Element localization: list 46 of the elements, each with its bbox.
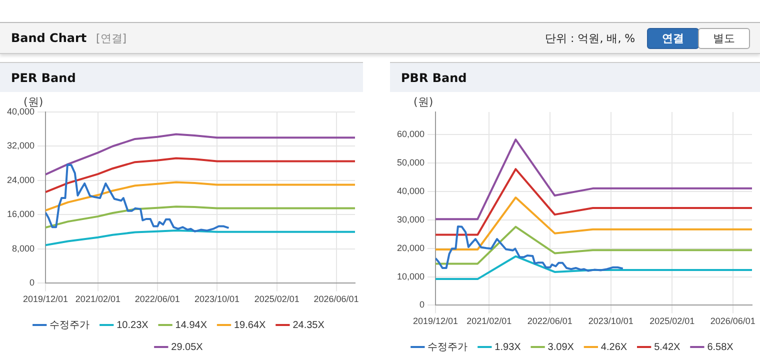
y-tick-label: 40,000: [6, 106, 35, 116]
chart-title: PBR Band: [390, 62, 760, 92]
legend-label: 19.64X: [234, 320, 266, 331]
legend-label: 14.94X: [175, 320, 208, 331]
x-tick-label: 2025/02/01: [254, 294, 300, 304]
x-tick-label: 2019/12/01: [413, 316, 458, 326]
y-tick-label: 16,000: [6, 209, 35, 220]
legend-label: 3.09X: [548, 342, 574, 353]
text: [연결]: [96, 31, 127, 46]
x-tick-label: 2023/10/01: [588, 316, 634, 326]
y-tick-label: 0: [420, 300, 425, 310]
legend-label: 수정주가: [428, 342, 468, 353]
x-tick-label: 2019/12/01: [23, 294, 68, 304]
text: Band Chart: [11, 31, 87, 45]
legend-label: 24.35X: [292, 320, 325, 331]
text: 연결: [647, 28, 699, 49]
x-tick-label: 2023/10/01: [194, 294, 240, 304]
legend-label: 6.58X: [707, 342, 734, 353]
chart-title: PER Band: [0, 62, 363, 92]
y-tick-label: 32,000: [6, 140, 35, 151]
x-tick-label: 2021/02/01: [75, 294, 120, 304]
y-tick-label: 40,000: [396, 186, 425, 196]
y-tick-label: 0: [30, 278, 35, 288]
legend-label: 1.93X: [494, 342, 522, 353]
y-tick-label: 24,000: [6, 174, 35, 185]
x-tick-label: 2026/06/01: [710, 316, 756, 326]
y-axis-title: (원): [414, 95, 434, 108]
text: 단위 : 억원, 배, %: [545, 31, 636, 46]
y-tick-label: 8,000: [12, 243, 35, 254]
y-tick-label: 10,000: [396, 271, 425, 282]
y-tick-label: 30,000: [396, 214, 425, 224]
y-tick-label: 50,000: [396, 158, 425, 168]
legend-label: 10.23X: [116, 320, 149, 331]
x-tick-label: 2026/06/01: [314, 294, 359, 304]
y-tick-label: 20,000: [396, 242, 425, 253]
legend-label: 5.42X: [654, 342, 681, 353]
x-tick-label: 2021/02/01: [466, 316, 512, 326]
y-axis-title: (원): [24, 95, 44, 108]
legend-label: 29.05X: [171, 342, 204, 353]
x-tick-label: 2025/02/01: [650, 316, 695, 326]
text: 별도: [698, 28, 750, 49]
x-tick-label: 2022/06/01: [527, 316, 572, 326]
y-tick-label: 60,000: [396, 129, 425, 140]
x-tick-label: 2022/06/01: [134, 294, 180, 304]
legend-label: 수정주가: [50, 320, 90, 331]
legend-label: 4.26X: [600, 342, 628, 353]
